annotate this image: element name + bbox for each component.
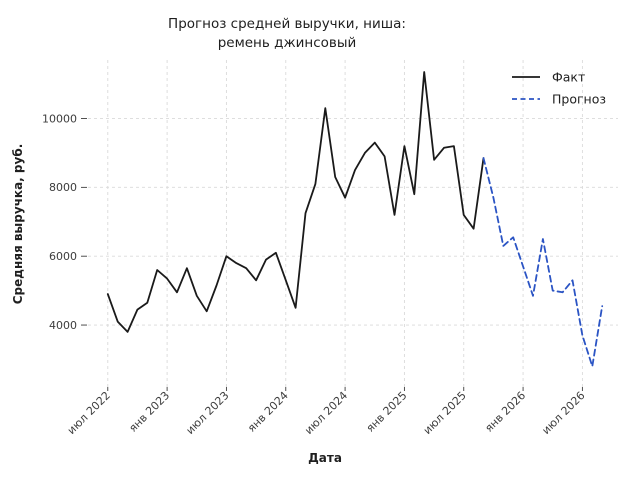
forecast-line	[482, 157, 604, 368]
x-axis-label: Дата	[308, 451, 342, 465]
legend-fact-label: Факт	[552, 70, 585, 85]
x-tick-label: янв 2025	[364, 389, 410, 435]
x-tick-label: июл 2026	[539, 389, 587, 437]
series-layer	[106, 71, 604, 368]
chart-title-line1: Прогноз средней выручки, ниша:	[168, 16, 406, 32]
x-tick-label: июл 2025	[421, 389, 469, 437]
y-tick-label: 4000	[49, 319, 77, 332]
x-tick-label: июл 2024	[302, 389, 350, 437]
fact-line	[106, 71, 485, 333]
grid-layer	[88, 60, 618, 387]
x-tick-label: июл 2023	[184, 389, 232, 437]
x-tick-label: янв 2023	[126, 389, 172, 435]
y-tick-label: 8000	[49, 181, 77, 194]
y-tick-label: 10000	[42, 112, 77, 125]
tick-layer: 4000 6000 8000 10000 июл 2022 янв 2023 июл 202…	[42, 112, 588, 437]
y-tick-label: 6000	[49, 250, 77, 263]
legend-forecast-label: Прогноз	[552, 92, 606, 107]
y-axis-label: Средняя выручка, руб.	[11, 144, 25, 305]
x-tick-label: янв 2024	[245, 389, 291, 435]
x-tick-label: янв 2026	[482, 389, 528, 435]
legend: Факт Прогноз	[512, 70, 606, 107]
chart-title-line2: ремень джинсовый	[218, 35, 357, 51]
x-tick-label: июл 2022	[65, 389, 113, 437]
